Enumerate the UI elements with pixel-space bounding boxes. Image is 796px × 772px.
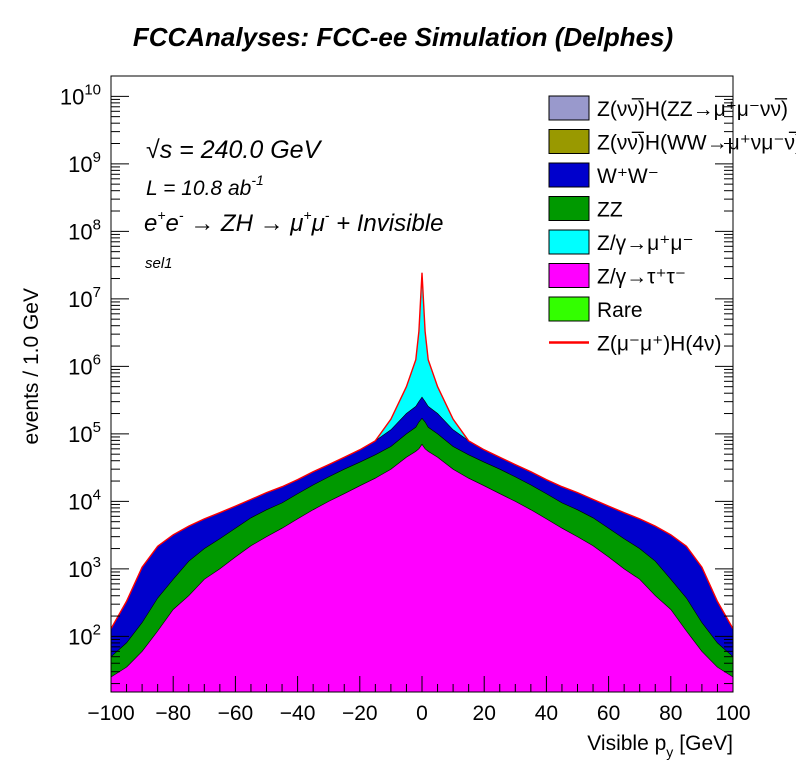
legend-swatch — [548, 196, 590, 221]
legend-label: Z(νν̅)H(ZZ→μ⁺μ⁻νν̅) — [597, 98, 788, 121]
y-tick-label: 105 — [68, 419, 101, 447]
x-tick-label: −40 — [280, 702, 316, 725]
legend-swatch — [548, 229, 590, 255]
x-tick-label: 100 — [715, 702, 750, 725]
legend-label: Z/γ→μ⁺μ⁻ — [597, 232, 694, 255]
legend-label: Z(νν̅)H(WW→μ⁺νμ⁻ν̅) — [597, 132, 796, 155]
x-tick-label: 60 — [597, 702, 620, 725]
legend-label: Z/γ→τ⁺τ⁻ — [597, 266, 686, 289]
x-tick-label: −20 — [342, 702, 378, 725]
legend-label: ZZ — [597, 199, 623, 222]
stack-area-0 — [110, 443, 734, 693]
luminosity-annotation: L = 10.8 ab-1 — [146, 172, 264, 200]
x-axis-label: Visible py [GeV] — [587, 732, 733, 760]
x-tick-label: −80 — [155, 702, 191, 725]
y-tick-label: 109 — [68, 149, 101, 177]
signal-outline-line — [110, 272, 734, 630]
legend-label: Z(μ⁻μ⁺)H(4ν) — [597, 333, 722, 356]
legend-label: W⁺W⁻ — [597, 165, 659, 188]
x-tick-label: 80 — [659, 702, 682, 725]
x-tick-label: −60 — [218, 702, 254, 725]
x-tick-label: 20 — [473, 702, 496, 725]
y-tick-label: 1010 — [60, 81, 101, 109]
y-tick-label: 107 — [68, 284, 101, 312]
process-annotation: e+e- → ZH → μ+μ- + Invisible — [144, 207, 443, 237]
y-tick-label: 106 — [68, 351, 101, 379]
y-tick-label: 103 — [68, 554, 101, 582]
legend-label: Rare — [597, 299, 643, 322]
stack-layer — [110, 272, 734, 693]
legend-swatch — [548, 95, 590, 121]
x-tick-label: 0 — [416, 702, 428, 725]
chart-title: FCCAnalyses: FCC-ee Simulation (Delphes) — [133, 22, 673, 52]
energy-annotation: √s = 240.0 GeV — [146, 136, 323, 164]
axes-layer: −100 −80 −60 −40 −20 0 20 40 60 80 100 102 103 104 105… — [60, 75, 751, 725]
y-axis-label: events / 1.0 GeV — [20, 288, 43, 444]
x-tick-label: −100 — [87, 702, 134, 725]
legend-swatch — [548, 263, 590, 288]
legend-swatch — [548, 162, 590, 188]
legend-swatch — [548, 129, 590, 154]
legend: Z(νν̅)H(ZZ→μ⁺μ⁻νν̅) Z(νν̅)H(WW→μ⁺νμ⁻ν̅) W⁺… — [548, 95, 796, 356]
x-tick-label: 40 — [535, 702, 558, 725]
y-tick-label: 104 — [68, 486, 101, 514]
y-tick-label: 102 — [68, 621, 101, 649]
y-tick-label: 108 — [68, 216, 101, 244]
selection-label: sel1 — [145, 255, 173, 272]
legend-swatch — [548, 296, 590, 322]
